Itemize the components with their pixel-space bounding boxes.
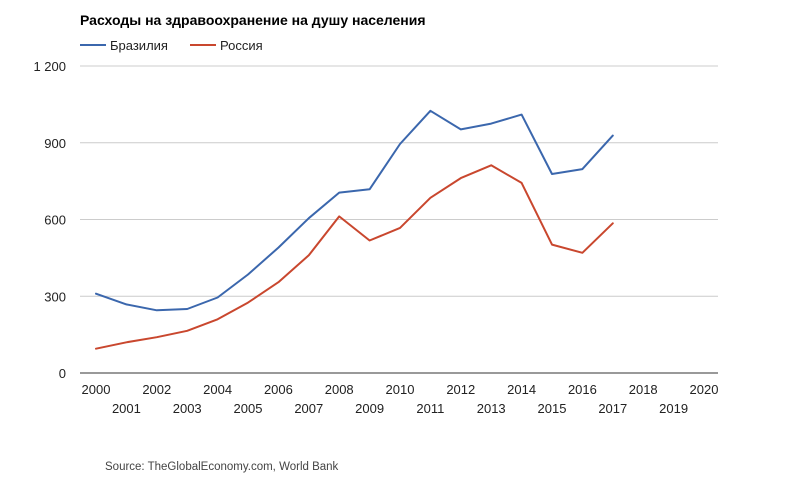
x-tick-label: 2004 bbox=[203, 382, 232, 397]
legend-label: Россия bbox=[220, 38, 263, 53]
chart-title: Расходы на здравоохранение на душу насел… bbox=[80, 12, 426, 28]
x-tick-label: 2002 bbox=[142, 382, 171, 397]
x-tick-label: 2020 bbox=[690, 382, 719, 397]
x-tick-label: 2016 bbox=[568, 382, 597, 397]
x-tick-label: 2018 bbox=[629, 382, 658, 397]
source-note: Source: TheGlobalEconomy.com, World Bank bbox=[105, 461, 339, 473]
x-tick-label: 2009 bbox=[355, 401, 384, 416]
series-line-1 bbox=[95, 109, 614, 312]
x-axis-ticks: 2000200120022003200420052006200720082009… bbox=[82, 382, 719, 416]
y-tick-label: 900 bbox=[44, 136, 66, 151]
y-tick-label: 1 200 bbox=[33, 59, 66, 74]
x-tick-label: 2012 bbox=[446, 382, 475, 397]
x-tick-label: 2013 bbox=[477, 401, 506, 416]
x-tick-label: 2015 bbox=[538, 401, 567, 416]
series-line-2 bbox=[95, 164, 614, 350]
x-tick-label: 2006 bbox=[264, 382, 293, 397]
x-tick-label: 2003 bbox=[173, 401, 202, 416]
x-tick-label: 2000 bbox=[82, 382, 111, 397]
y-tick-label: 600 bbox=[44, 213, 66, 228]
x-tick-label: 2017 bbox=[598, 401, 627, 416]
gridlines bbox=[80, 65, 718, 374]
x-tick-label: 2010 bbox=[386, 382, 415, 397]
x-tick-label: 2019 bbox=[659, 401, 688, 416]
x-tick-label: 2001 bbox=[112, 401, 141, 416]
legend-label: Бразилия bbox=[110, 38, 168, 53]
y-axis-ticks: 0 300 600 900 1 200 bbox=[33, 59, 66, 381]
y-tick-label: 300 bbox=[44, 289, 66, 304]
x-tick-label: 2014 bbox=[507, 382, 536, 397]
x-tick-label: 2007 bbox=[294, 401, 323, 416]
x-tick-label: 2008 bbox=[325, 382, 354, 397]
x-tick-label: 2005 bbox=[234, 401, 263, 416]
series-lines bbox=[95, 109, 614, 350]
x-tick-label: 2011 bbox=[416, 401, 444, 416]
y-tick-label: 0 bbox=[59, 366, 66, 381]
legend: Бразилия Россия bbox=[80, 38, 263, 53]
